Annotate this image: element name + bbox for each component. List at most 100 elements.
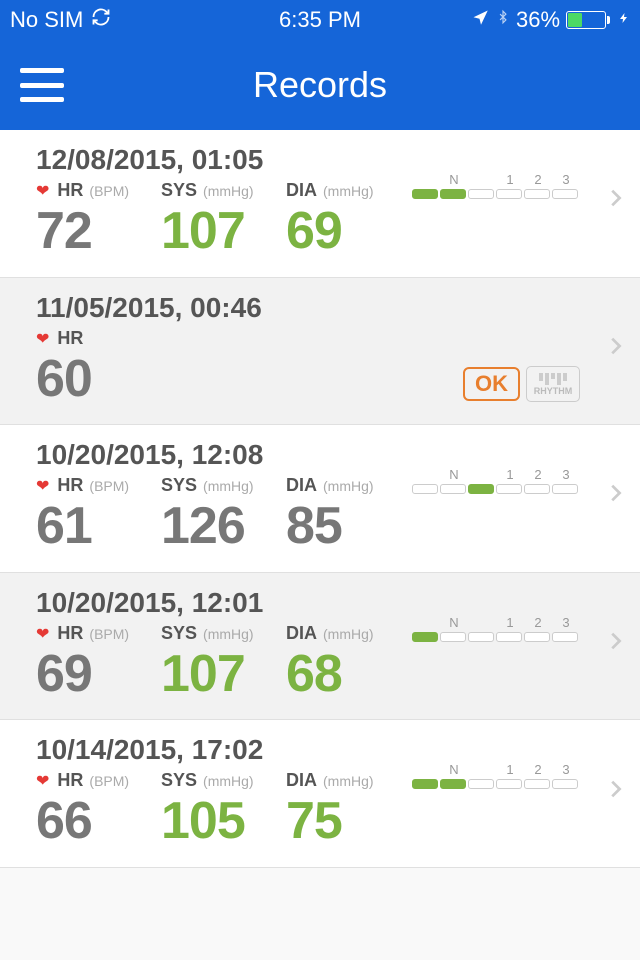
record-row[interactable]: 11/05/2015, 00:46OKRHYTHM❤HR60 [0, 278, 640, 426]
bpm-unit: (BPM) [89, 478, 129, 494]
hr-header: ❤HR(BPM) [36, 180, 161, 204]
sys-value: 126 [161, 499, 286, 554]
page-title: Records [0, 64, 640, 106]
mmhg-unit: (mmHg) [203, 478, 254, 494]
sys-label: SYS [161, 770, 197, 791]
gauge-bar [412, 632, 438, 642]
heart-icon: ❤ [36, 181, 49, 201]
gauge-label-1: 1 [496, 172, 524, 187]
dia-header: DIA(mmHg) [286, 770, 411, 794]
gauge-label-n: N [412, 615, 496, 630]
status-left: No SIM [10, 7, 217, 33]
gauge-label-1: 1 [496, 615, 524, 630]
nav-bar: Records [0, 40, 640, 130]
hr-value: 72 [36, 204, 161, 259]
heart-icon: ❤ [36, 329, 49, 349]
carrier-text: No SIM [10, 7, 83, 33]
menu-button[interactable] [20, 68, 64, 102]
dia-header: DIA(mmHg) [286, 475, 411, 499]
dia-label: DIA [286, 475, 317, 496]
gauge-bar [440, 779, 466, 789]
gauge-label-3: 3 [552, 762, 580, 777]
gauge-label-3: 3 [552, 172, 580, 187]
gauge-label-n: N [412, 467, 496, 482]
mmhg-unit: (mmHg) [203, 183, 254, 199]
bpm-unit: (BPM) [89, 183, 129, 199]
hr-label: HR [57, 623, 83, 644]
mmhg-unit: (mmHg) [203, 773, 254, 789]
dia-header: DIA (mmHg) [286, 180, 411, 204]
bp-gauge: N123 [412, 172, 580, 199]
status-time: 6:35 PM [217, 7, 424, 33]
record-row[interactable]: 12/08/2015, 01:05N123❤HR(BPM)72SYS(mmHg)… [0, 130, 640, 278]
dia-label: DIA [286, 623, 317, 644]
gauge-label-n: N [412, 172, 496, 187]
mmhg-unit: (mmHg) [323, 183, 374, 199]
hr-column: ❤HR(BPM)72 [36, 180, 161, 259]
gauge-label-1: 1 [496, 467, 524, 482]
hr-header: ❤ HR (BPM) [36, 770, 161, 794]
gauge-bar [440, 632, 466, 642]
location-icon [472, 7, 490, 33]
gauge-bar [552, 484, 578, 494]
gauge-labels: N123 [412, 467, 580, 482]
chevron-right-icon[interactable] [604, 180, 626, 226]
gauge-bar [496, 484, 522, 494]
dia-value: 85 [286, 499, 411, 554]
gauge-label-3: 3 [552, 615, 580, 630]
bp-gauge: N123 [412, 762, 580, 789]
gauge-labels: N123 [412, 172, 580, 187]
gauge-bars [412, 484, 580, 494]
dia-header: DIA (mmHg) [286, 623, 411, 647]
sys-column: SYS(mmHg)105 [161, 770, 286, 849]
hr-label: HR [57, 475, 83, 496]
record-row[interactable]: 10/14/2015, 17:02N123❤HR(BPM)66SYS(mmHg)… [0, 720, 640, 868]
bpm-unit: (BPM) [89, 773, 129, 789]
dia-value: 69 [286, 204, 411, 259]
gauge-bar [524, 632, 550, 642]
ok-badge: OK [463, 367, 520, 401]
bpm-unit: (BPM) [89, 626, 129, 642]
chevron-right-icon[interactable] [604, 475, 626, 521]
dia-column: DIA(mmHg)75 [286, 770, 411, 849]
dia-column: DIA(mmHg)85 [286, 475, 411, 554]
chevron-right-icon[interactable] [604, 623, 626, 669]
chevron-right-icon[interactable] [604, 771, 626, 817]
dia-label: DIA [286, 180, 317, 201]
gauge-label-2: 2 [524, 762, 552, 777]
record-extras: OKRHYTHM [463, 366, 580, 402]
gauge-bar [440, 484, 466, 494]
status-right: 36% [423, 7, 630, 33]
hr-label: HR [57, 328, 83, 349]
dia-column: DIA(mmHg)68 [286, 623, 411, 702]
record-row[interactable]: 10/20/2015, 12:01N123❤HR(BPM)69SYS(mmHg)… [0, 573, 640, 721]
sys-value: 107 [161, 647, 286, 702]
sys-label: SYS [161, 623, 197, 644]
gauge-label-1: 1 [496, 762, 524, 777]
hr-header: ❤ HR (BPM) [36, 623, 161, 647]
sys-value: 107 [161, 204, 286, 259]
gauge-bar [552, 189, 578, 199]
gauge-bar [468, 632, 494, 642]
heart-icon: ❤ [36, 624, 49, 644]
mmhg-unit: (mmHg) [323, 626, 374, 642]
gauge-label-2: 2 [524, 615, 552, 630]
gauge-bar [468, 779, 494, 789]
gauge-labels: N123 [412, 762, 580, 777]
gauge-bars [412, 189, 580, 199]
hr-header: ❤HR(BPM) [36, 475, 161, 499]
hr-column: ❤HR(BPM)69 [36, 623, 161, 702]
sys-header: SYS(mmHg) [161, 475, 286, 499]
hr-column: ❤HR(BPM)61 [36, 475, 161, 554]
sync-icon [91, 7, 111, 33]
hr-label: HR [57, 770, 83, 791]
sys-label: SYS [161, 180, 197, 201]
gauge-label-2: 2 [524, 467, 552, 482]
record-row[interactable]: 10/20/2015, 12:08N123❤HR(BPM)61SYS(mmHg)… [0, 425, 640, 573]
gauge-bar [524, 189, 550, 199]
hr-column: ❤HR(BPM)66 [36, 770, 161, 849]
rhythm-badge: RHYTHM [526, 366, 580, 402]
gauge-label-n: N [412, 762, 496, 777]
chevron-right-icon[interactable] [604, 328, 626, 374]
heart-icon: ❤ [36, 771, 49, 791]
